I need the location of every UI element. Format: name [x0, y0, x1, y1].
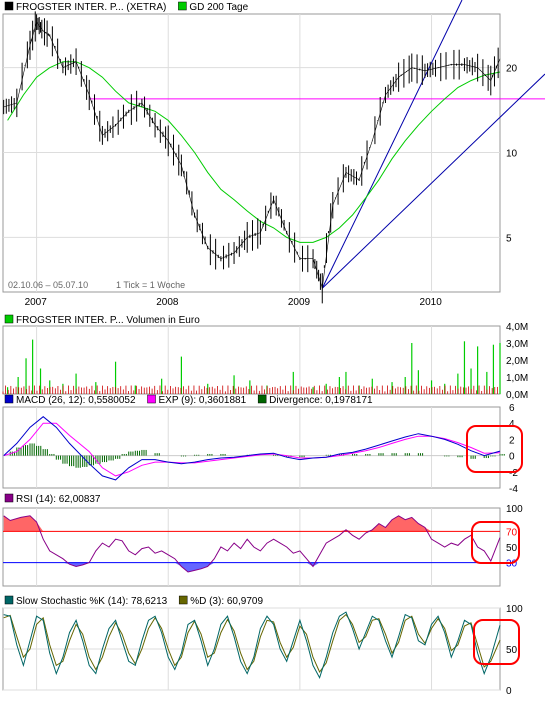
legend-swatch [4, 595, 14, 605]
year-axis-label: 2008 [156, 297, 179, 308]
rsi-overbought-fill [3, 515, 500, 532]
rsi-highlight-circle [471, 521, 520, 564]
legend-swatch [4, 493, 14, 503]
macd-axis-tick: 0 [509, 452, 515, 463]
year-axis-label: 2009 [288, 297, 311, 308]
price-line [3, 21, 501, 289]
price-axis-tick: 10 [506, 149, 518, 160]
year-axis-label: 2010 [420, 297, 443, 308]
legend-swatch [178, 595, 188, 605]
legend-label: GD 200 Tage [189, 2, 248, 13]
price-axis-tick: 5 [506, 233, 512, 244]
stoch-axis-tick: 100 [506, 604, 523, 615]
legend-swatch [4, 314, 14, 324]
volume-panel [2, 325, 501, 395]
rsi-axis-tick: 50 [506, 543, 518, 554]
volume-axis-tick: 2,0M [506, 356, 528, 367]
legend-label: FROGSTER INTER. P... Volumen in Euro [16, 315, 200, 326]
macd-line [3, 416, 501, 481]
macd-axis-tick: -2 [509, 468, 518, 479]
macd-highlight-circle [466, 425, 523, 473]
macd-axis-tick: -4 [509, 484, 518, 495]
legend-label: Divergence: 0,1978171 [269, 395, 373, 406]
macd-axis-tick: 2 [509, 435, 515, 446]
support-trendline [321, 73, 545, 289]
stoch-axis-tick: 0 [506, 686, 512, 697]
rsi-line [3, 515, 501, 573]
rsi-panel [2, 507, 501, 587]
legend-label: FROGSTER INTER. P... (XETRA) [16, 2, 166, 13]
legend-swatch [4, 1, 14, 11]
volume-axis-tick: 4,0M [506, 322, 528, 333]
rsi-axis-tick: 70 [506, 527, 518, 538]
macd-signal-line [3, 422, 501, 477]
rsi-axis-tick: 100 [506, 504, 523, 515]
volume-axis-tick: 3,0M [506, 339, 528, 350]
legend-label: EXP (9): 0,3601881 [159, 395, 247, 406]
gd200-line [7, 61, 501, 243]
stoch-highlight-circle [473, 619, 520, 665]
steep-trendline [321, 0, 463, 289]
legend-label: Slow Stochastic %K (14): 78,6213 [16, 596, 168, 607]
macd-panel [2, 406, 501, 489]
year-axis-label: 2007 [25, 297, 48, 308]
macd-axis-tick: 6 [509, 403, 515, 414]
legend-label: %D (3): 60,9709 [190, 596, 263, 607]
rsi-axis-tick: 30 [506, 559, 518, 570]
stoch-k-line [3, 611, 501, 679]
volume-axis-tick: 0,0M [506, 390, 528, 401]
legend-swatch [257, 394, 267, 404]
legend-swatch [178, 1, 187, 11]
volume-axis-tick: 1,0M [506, 373, 528, 384]
stoch-axis-tick: 50 [506, 645, 518, 656]
macd-axis-tick: 4 [509, 419, 515, 430]
legend-swatch [4, 394, 14, 404]
legend-label: RSI (14): 62,00837 [16, 494, 101, 505]
legend-label: MACD (26, 12): 0,5580052 [16, 395, 136, 406]
legend-swatch [147, 394, 156, 404]
price-axis-tick: 20 [506, 64, 518, 75]
date-range-label: 02.10.06 – 05.07.10 [8, 280, 88, 290]
tick-interval-label: 1 Tick = 1 Woche [116, 280, 185, 290]
